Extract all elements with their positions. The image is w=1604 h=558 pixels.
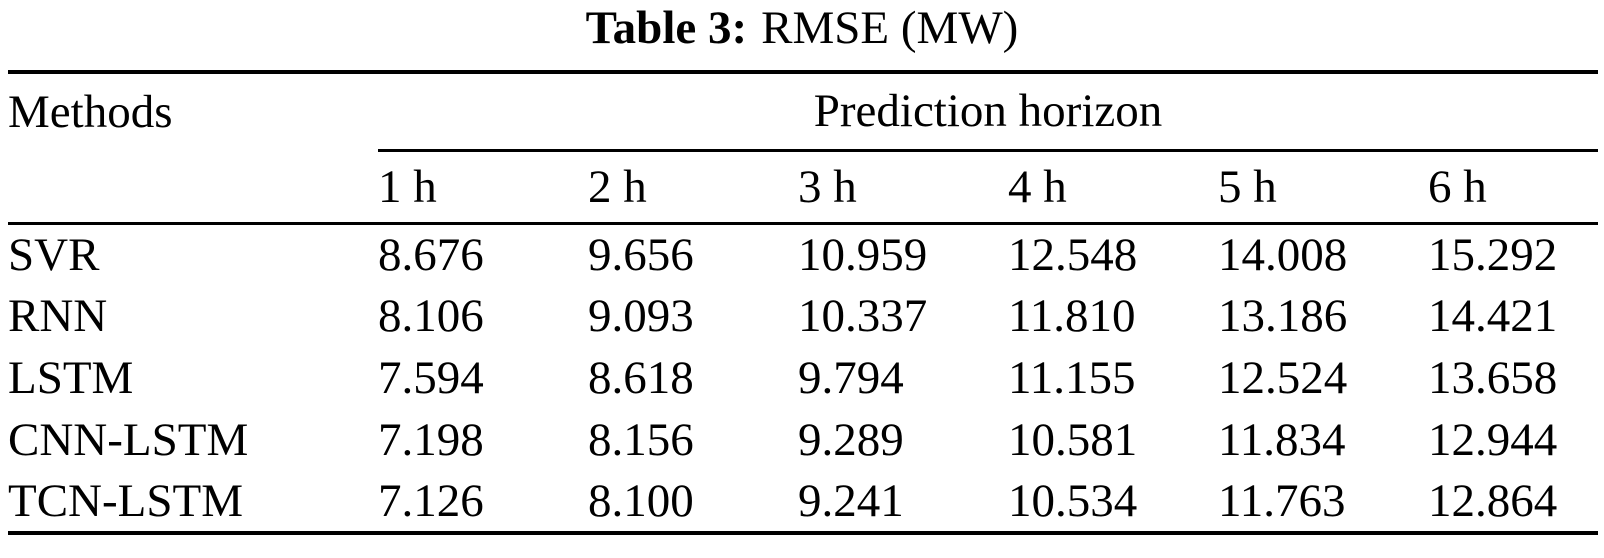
table-row-cnn-lstm: CNN-LSTM 7.198 8.156 9.289 10.581 11.834… — [8, 409, 1598, 471]
value-cell: 9.241 — [798, 475, 904, 527]
header-hours-row: 1 h 2 h 3 h 4 h 5 h 6 h — [8, 150, 1598, 225]
value-cell: 8.618 — [588, 352, 694, 404]
value-cell: 13.658 — [1428, 352, 1558, 404]
value-cell: 11.763 — [1218, 475, 1346, 527]
method-cell: LSTM — [8, 352, 134, 404]
value-cell: 13.186 — [1218, 290, 1348, 342]
value-cell: 11.155 — [1008, 352, 1136, 404]
value-cell: 9.656 — [588, 228, 694, 281]
value-cell: 11.834 — [1218, 414, 1346, 466]
table-row-lstm: LSTM 7.594 8.618 9.794 11.155 12.524 13.… — [8, 347, 1598, 409]
table-row-tcn-lstm: TCN-LSTM 7.126 8.100 9.241 10.534 11.763… — [8, 471, 1598, 533]
rmse-table: Methods Prediction horizon 1 h 2 h 3 h 4… — [8, 70, 1598, 535]
value-cell: 12.864 — [1428, 475, 1558, 527]
horizon-header-5h: 5 h — [1218, 150, 1428, 225]
value-cell: 14.421 — [1428, 290, 1558, 342]
value-cell: 12.548 — [1008, 228, 1138, 281]
value-cell: 12.944 — [1428, 414, 1558, 466]
value-cell: 8.100 — [588, 475, 694, 527]
horizon-header-4h: 4 h — [1008, 150, 1218, 225]
method-cell: CNN-LSTM — [8, 414, 249, 466]
value-cell: 10.959 — [798, 228, 928, 281]
empty-header-cell — [8, 150, 378, 225]
value-cell: 7.126 — [378, 475, 484, 527]
value-cell: 10.337 — [798, 290, 928, 342]
value-cell: 8.106 — [378, 290, 484, 342]
caption-title: RMSE (MW) — [761, 2, 1019, 54]
table-row-rnn: RNN 8.106 9.093 10.337 11.810 13.186 14.… — [8, 285, 1598, 347]
value-cell: 15.292 — [1428, 228, 1558, 281]
value-cell: 8.156 — [588, 414, 694, 466]
value-cell: 11.810 — [1008, 290, 1136, 342]
table-caption: Table 3: RMSE (MW) — [0, 4, 1604, 52]
value-cell: 14.008 — [1218, 228, 1348, 281]
horizon-header-6h: 6 h — [1428, 150, 1598, 225]
value-cell: 9.289 — [798, 414, 904, 466]
value-cell: 9.794 — [798, 352, 904, 404]
horizon-header-1h: 1 h — [378, 150, 588, 225]
value-cell: 9.093 — [588, 290, 694, 342]
methods-header: Methods — [8, 86, 173, 138]
horizon-header-3h: 3 h — [798, 150, 1008, 225]
value-cell: 10.581 — [1008, 414, 1138, 466]
header-group-row: Methods Prediction horizon — [8, 72, 1598, 152]
method-cell: TCN-LSTM — [8, 475, 243, 527]
value-cell: 8.676 — [378, 228, 484, 281]
method-cell: SVR — [8, 228, 100, 281]
value-cell: 10.534 — [1008, 475, 1138, 527]
value-cell: 12.524 — [1218, 352, 1348, 404]
method-cell: RNN — [8, 290, 108, 342]
prediction-horizon-header: Prediction horizon — [378, 72, 1598, 152]
caption-label: Table 3: — [585, 2, 748, 54]
value-cell: 7.594 — [378, 352, 484, 404]
table-row-svr: SVR 8.676 9.656 10.959 12.548 14.008 15.… — [8, 223, 1598, 285]
horizon-header-2h: 2 h — [588, 150, 798, 225]
value-cell: 7.198 — [378, 414, 484, 466]
